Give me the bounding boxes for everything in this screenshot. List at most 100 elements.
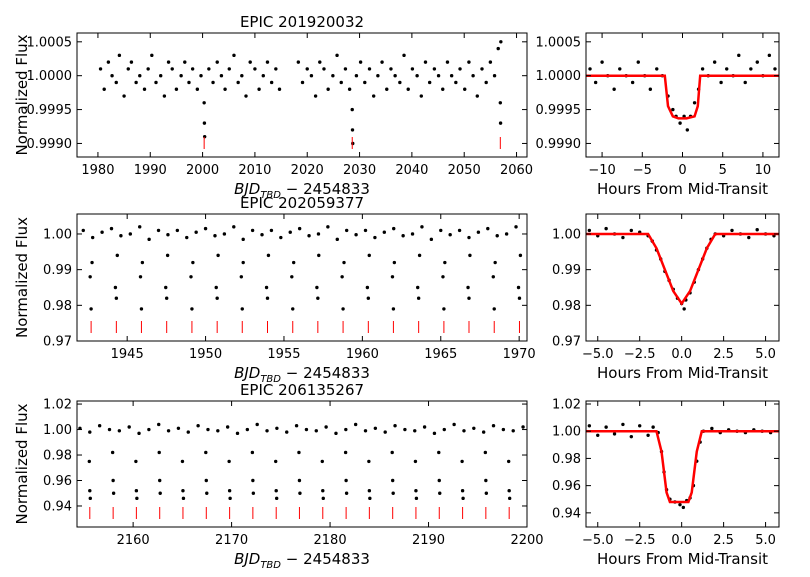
data-point — [109, 226, 114, 231]
data-point — [127, 425, 131, 429]
data-point — [260, 232, 264, 237]
data-point — [203, 226, 208, 231]
data-point — [186, 430, 190, 434]
data-point — [190, 67, 195, 71]
data-point — [755, 60, 759, 64]
data-point — [117, 53, 122, 58]
data-point — [493, 260, 497, 265]
data-point — [179, 73, 183, 78]
data-point — [140, 260, 145, 265]
data-point — [307, 234, 311, 238]
data-point — [498, 121, 503, 125]
x-tick-label: −2.5 — [624, 533, 656, 548]
data-point — [291, 260, 296, 265]
y-tick-label: 0.96 — [552, 479, 581, 494]
data-point — [115, 253, 119, 258]
data-point — [496, 46, 500, 51]
data-point — [165, 253, 170, 258]
data-point — [313, 94, 318, 98]
data-point — [484, 80, 488, 85]
data-point — [158, 491, 162, 495]
data-point — [181, 496, 186, 501]
data-point — [402, 53, 406, 58]
data-point — [239, 275, 244, 279]
data-point — [288, 230, 292, 234]
data-point — [363, 228, 368, 233]
data-point — [248, 60, 252, 64]
y-axis-label: Normalized Flux — [13, 34, 31, 155]
data-point — [420, 225, 424, 229]
data-point — [314, 429, 318, 433]
data-point — [350, 128, 355, 132]
data-point — [189, 275, 193, 279]
data-point — [241, 260, 245, 265]
data-point — [156, 228, 161, 233]
data-point — [274, 67, 278, 71]
data-point — [484, 478, 488, 483]
data-point — [241, 237, 245, 242]
data-point — [265, 60, 270, 64]
data-point — [134, 488, 139, 493]
y-tick-label: 1.00 — [43, 227, 72, 242]
data-point — [439, 228, 443, 233]
data-point — [419, 94, 424, 98]
data-point — [142, 87, 147, 91]
data-point — [326, 225, 330, 229]
data-point — [291, 307, 295, 311]
y-tick-label: 0.98 — [43, 449, 72, 464]
data-point — [315, 285, 319, 290]
data-point — [499, 40, 503, 44]
data-point — [126, 67, 130, 71]
data-point — [467, 296, 471, 300]
data-point — [437, 478, 441, 483]
data-point — [671, 107, 675, 112]
data-point — [452, 422, 456, 427]
axes-frame — [585, 213, 780, 342]
data-point — [514, 225, 518, 229]
data-point — [157, 422, 161, 427]
data-point — [187, 80, 191, 85]
x-tick-label: −5.0 — [582, 347, 614, 362]
data-point — [166, 429, 171, 433]
x-tick-label: 2160 — [117, 533, 150, 548]
x-tick-label: 1970 — [503, 347, 536, 362]
data-point — [416, 296, 421, 300]
data-point — [406, 87, 410, 91]
x-axis-label-part: TBD — [260, 190, 281, 201]
data-point — [344, 228, 349, 233]
x-axis-label-part: BJD — [234, 364, 260, 382]
data-point — [618, 67, 622, 71]
data-point — [371, 94, 376, 98]
data-point — [463, 87, 467, 91]
x-tick-label: 2180 — [314, 533, 347, 548]
data-point — [175, 228, 180, 233]
data-point — [449, 73, 454, 78]
data-point — [183, 60, 187, 64]
y-tick-label: 0.94 — [43, 499, 72, 514]
data-point — [138, 225, 142, 229]
data-point — [344, 478, 348, 483]
x-tick-label: 0.0 — [671, 347, 692, 362]
x-tick-label: −5.0 — [582, 533, 614, 548]
data-point — [710, 426, 714, 431]
data-point — [196, 424, 200, 428]
x-tick-label: 1990 — [134, 163, 167, 178]
data-point — [441, 275, 445, 279]
x-axis-label: BJDTBD − 2454833 — [234, 364, 370, 385]
data-point — [432, 67, 437, 71]
data-point — [122, 94, 126, 98]
data-point — [251, 491, 256, 495]
data-point — [111, 491, 116, 495]
data-point — [324, 425, 328, 429]
data-point — [413, 459, 418, 464]
data-point — [350, 107, 354, 112]
data-point — [498, 101, 503, 105]
data-point — [147, 427, 151, 432]
data-point — [235, 431, 240, 436]
x-tick-label: 2200 — [510, 533, 543, 548]
data-point — [461, 496, 465, 501]
data-point — [629, 434, 634, 439]
x-tick-label: 2030 — [343, 163, 376, 178]
data-point — [191, 260, 195, 265]
data-point — [119, 234, 123, 238]
